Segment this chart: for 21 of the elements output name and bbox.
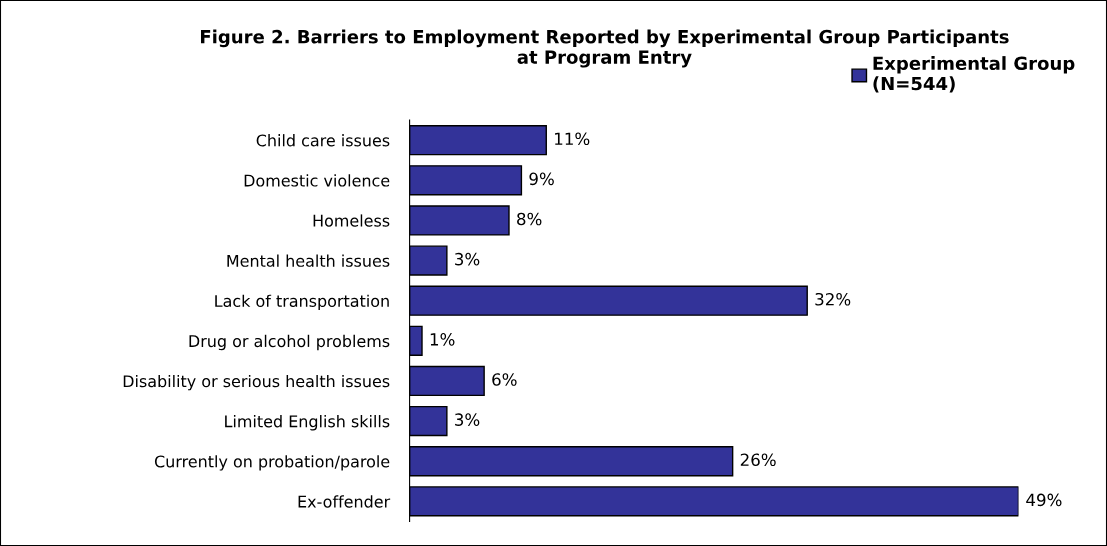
y-tick-label: Currently on probation/parole (154, 455, 390, 471)
data-label: 8% (517, 212, 542, 226)
legend-label: Experimental Group (N=544) (873, 56, 1075, 93)
y-tick-label: Drug or alcohol problems (189, 334, 390, 351)
data-label: 49% (1026, 493, 1062, 507)
y-tick-label: Homeless (313, 214, 390, 227)
data-label: 9% (529, 172, 554, 186)
data-label: 26% (740, 453, 776, 467)
data-label: 3% (455, 413, 480, 426)
data-label: 11% (555, 132, 590, 146)
y-tick-label: Ex-offender (298, 495, 391, 508)
y-tick-label: Lack of transportation (215, 294, 389, 311)
y-tick-label: Child care issues (256, 134, 390, 147)
y-tick-label: Disability or serious health issues (123, 374, 390, 391)
y-tick-label: Domestic violence (244, 174, 390, 187)
data-label: 32% (815, 292, 851, 306)
data-label: 3% (455, 252, 480, 266)
y-tick-label: Mental health issues (227, 254, 390, 267)
y-tick-label: Limited English skills (225, 415, 390, 431)
data-label: 6% (492, 373, 517, 386)
data-label: 1% (430, 333, 455, 346)
